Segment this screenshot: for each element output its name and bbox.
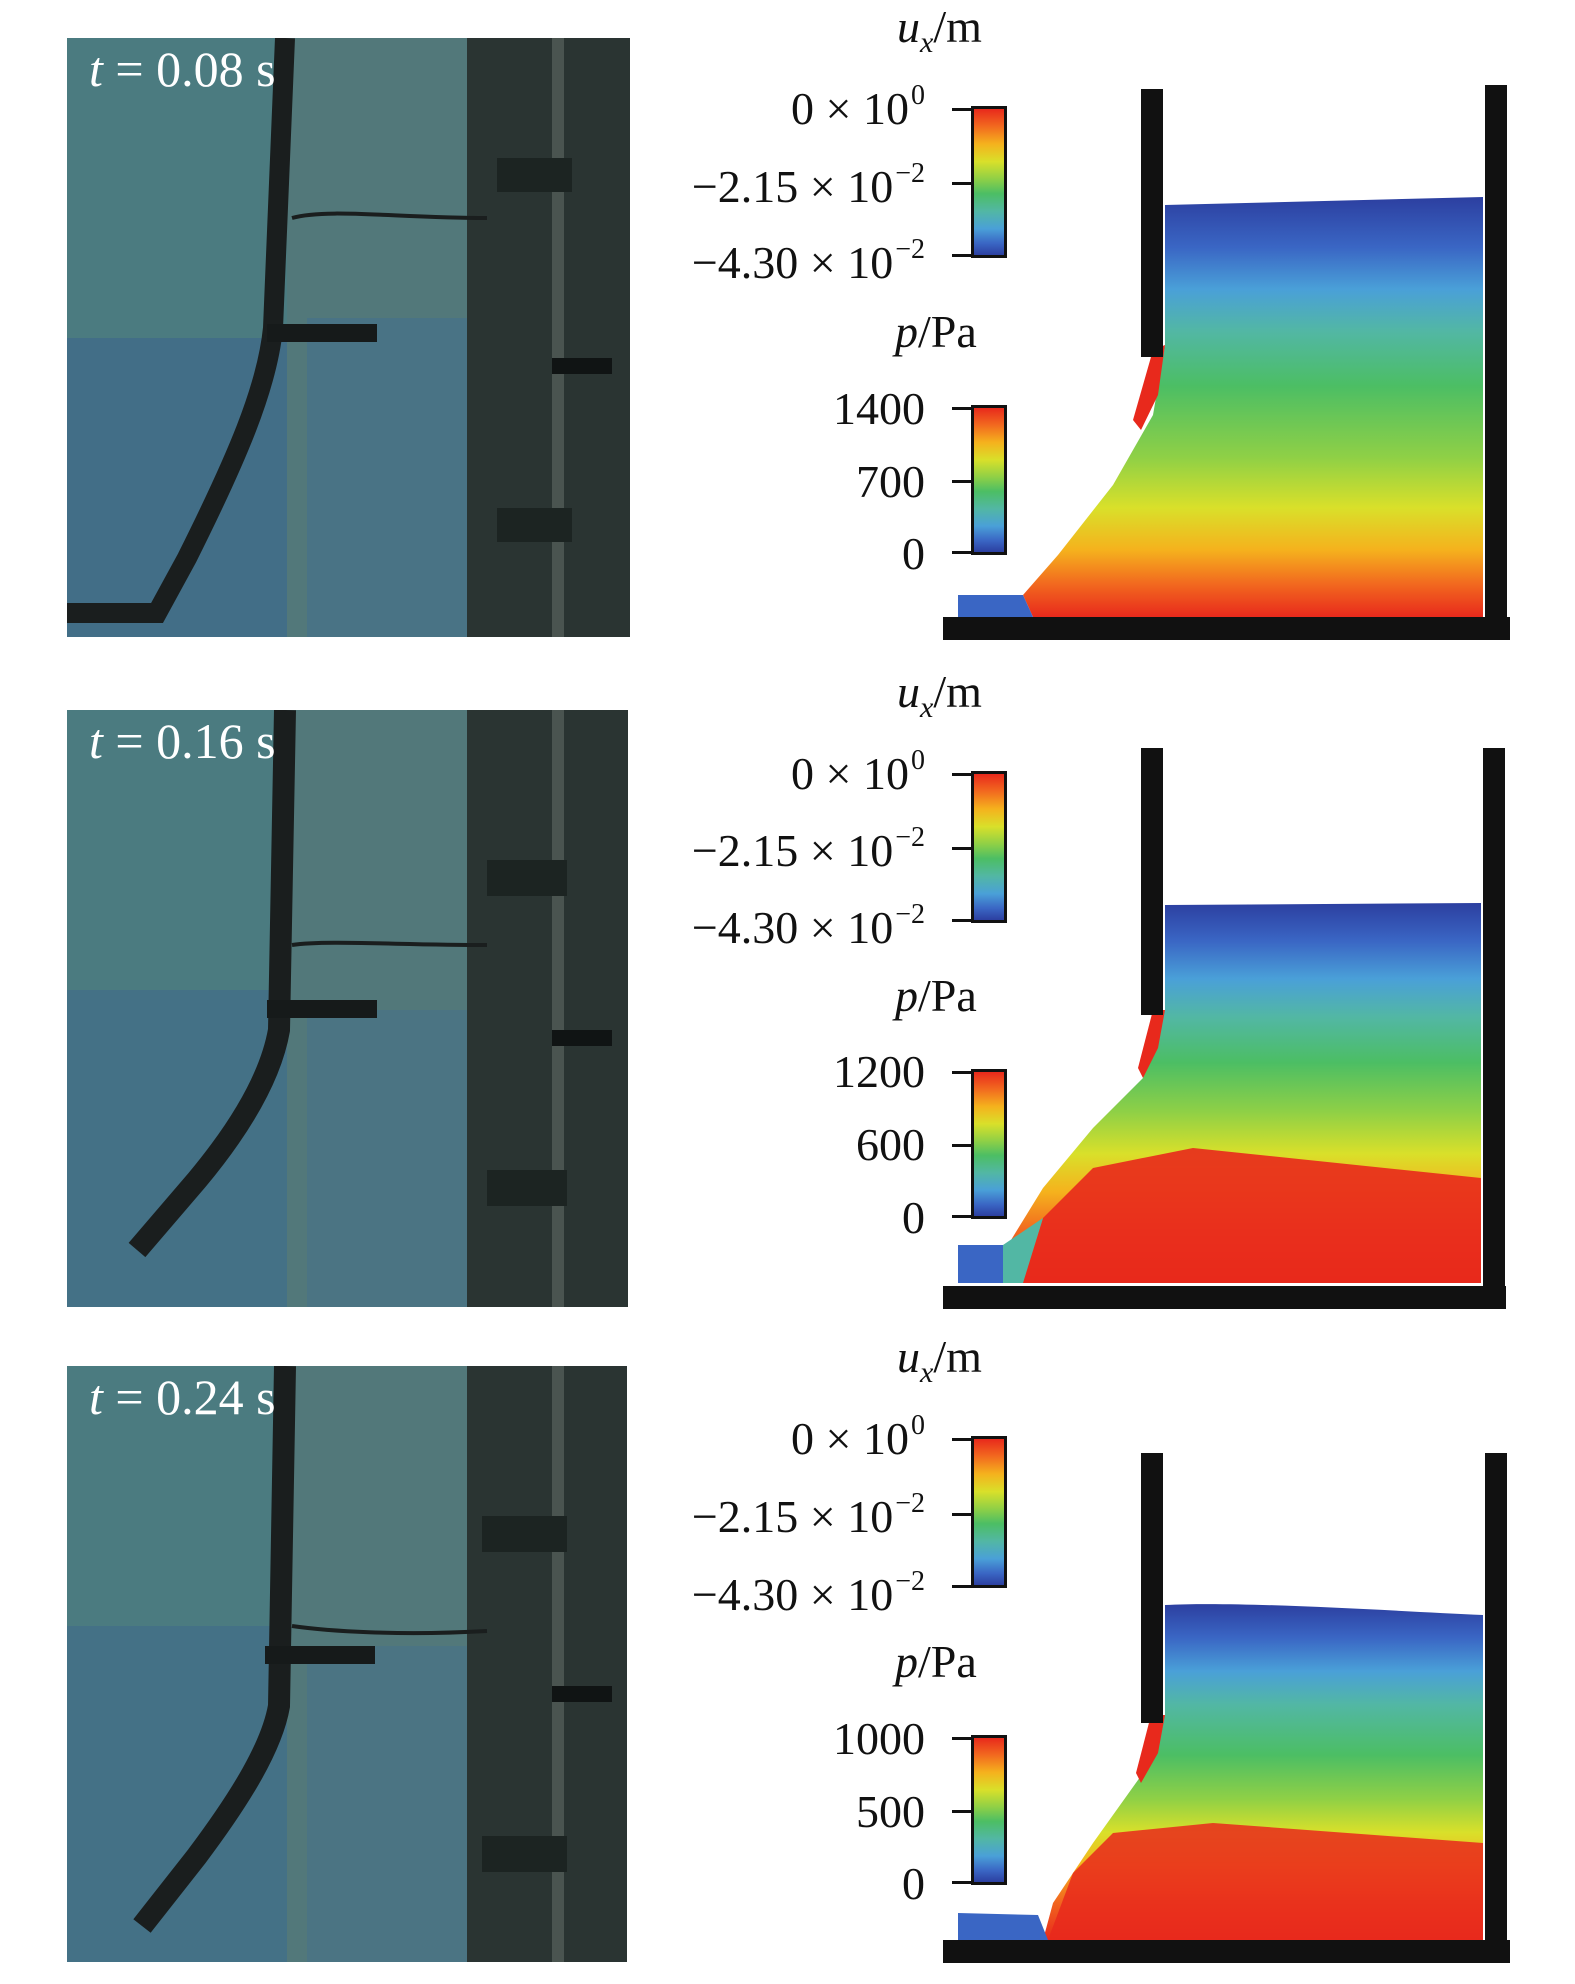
p-tick-label: 600 <box>856 1119 925 1170</box>
p-legend-title: p/Pa <box>895 970 977 1021</box>
simulation-field <box>943 85 1510 640</box>
colorbar-tick <box>952 847 972 850</box>
p-tick-label: 1000 <box>833 1713 925 1764</box>
simulation-field <box>943 1453 1510 1963</box>
colorbar-tick <box>952 407 972 410</box>
p-tick-label: 1400 <box>833 383 925 434</box>
figure-panel-1: t = 0.08 s ux/m 0 × 100 −2.15 × 10−2 −4.… <box>0 0 1575 654</box>
figure-panel-2: t = 0.16 s ux/m 0 × 100 −2.15 × 10−2 −4.… <box>0 665 1575 1319</box>
p-colorbar <box>971 405 1007 555</box>
colorbar-tick <box>952 1144 972 1147</box>
colorbar-tick <box>952 919 972 922</box>
p-legend-title: p/Pa <box>895 1636 977 1687</box>
p-colorbar <box>971 1069 1007 1219</box>
ux-tick-label: −2.15 × 10−2 <box>691 1488 925 1542</box>
ux-tick-label: −4.30 × 10−2 <box>691 899 925 953</box>
p-colorbar <box>971 1735 1007 1885</box>
experiment-photo: t = 0.24 s <box>67 1366 627 1962</box>
ux-colorbar <box>971 771 1007 923</box>
ux-tick-label: 0 × 100 <box>791 1410 925 1464</box>
ux-colorbar <box>971 106 1007 258</box>
colorbar-tick <box>952 1810 972 1813</box>
ux-tick-label: −2.15 × 10−2 <box>691 822 925 876</box>
ux-tick-label: 0 × 100 <box>791 80 925 134</box>
p-tick-label: 700 <box>856 456 925 507</box>
time-label: t = 0.24 s <box>89 1369 276 1425</box>
colorbar-tick <box>952 1881 972 1884</box>
time-variable: t <box>89 41 103 97</box>
p-tick-label: 500 <box>856 1786 925 1837</box>
time-label: t = 0.16 s <box>89 713 276 769</box>
colorbar-tick <box>952 182 972 185</box>
colorbar-tick <box>952 1585 972 1588</box>
colorbar-tick <box>952 551 972 554</box>
p-tick-label: 0 <box>902 1858 925 1909</box>
ux-legend-title: ux/m <box>897 1331 982 1389</box>
ux-tick-label: −4.30 × 10−2 <box>691 234 925 288</box>
ux-tick-label: −4.30 × 10−2 <box>691 1566 925 1620</box>
colorbar-tick <box>952 480 972 483</box>
colorbar-tick <box>952 1737 972 1740</box>
ux-legend-title: ux/m <box>897 1 982 59</box>
ux-tick-label: −2.15 × 10−2 <box>691 158 925 212</box>
colorbar-tick <box>952 1071 972 1074</box>
experiment-photo: t = 0.08 s <box>67 38 630 637</box>
ux-tick-label: 0 × 100 <box>791 745 925 799</box>
colorbar-tick <box>952 1513 972 1516</box>
p-tick-label: 0 <box>902 1192 925 1243</box>
figure-panel-3: t = 0.24 s ux/m 0 × 100 −2.15 × 10−2 −4.… <box>0 1330 1575 1984</box>
colorbar-tick <box>952 254 972 257</box>
p-legend-title: p/Pa <box>895 306 977 357</box>
time-label: t = 0.08 s <box>89 40 276 98</box>
colorbar-tick <box>952 773 972 776</box>
ux-colorbar <box>971 1436 1007 1588</box>
p-tick-label: 0 <box>902 528 925 579</box>
colorbar-tick <box>952 1215 972 1218</box>
time-value: = 0.08 s <box>102 41 276 97</box>
experiment-photo: t = 0.16 s <box>67 710 628 1307</box>
ux-legend-title: ux/m <box>897 666 982 724</box>
colorbar-tick <box>952 1438 972 1441</box>
colorbar-tick <box>952 108 972 111</box>
simulation-field <box>943 748 1506 1309</box>
p-tick-label: 1200 <box>833 1046 925 1097</box>
